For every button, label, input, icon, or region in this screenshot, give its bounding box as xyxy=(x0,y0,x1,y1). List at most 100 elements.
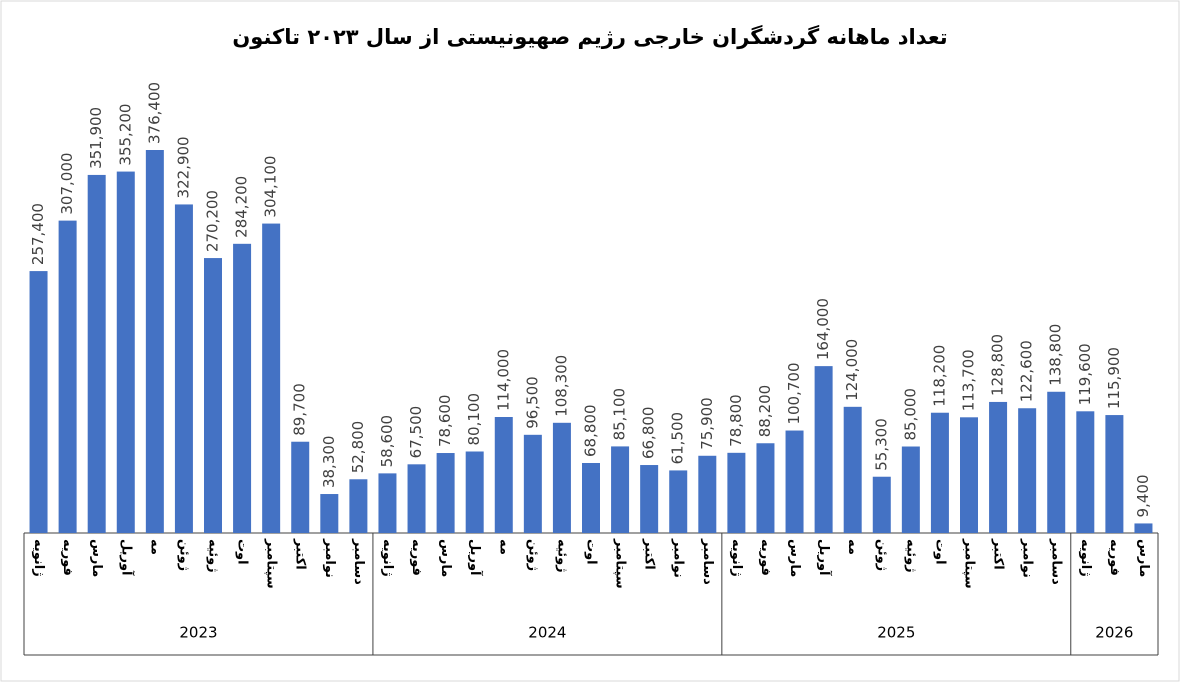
value-label: 322,900 xyxy=(174,136,192,198)
value-label: 100,700 xyxy=(785,363,803,425)
value-label: 115,900 xyxy=(1105,347,1123,409)
value-label: 78,800 xyxy=(727,394,745,447)
bar xyxy=(582,462,600,533)
value-label: 52,800 xyxy=(349,421,367,474)
value-label: 80,100 xyxy=(465,393,483,446)
x-tick-label: مه xyxy=(845,539,860,555)
value-label: 9,400 xyxy=(1134,474,1152,517)
x-tick-label: اوت xyxy=(932,539,947,565)
x-tick-label: فوریه xyxy=(758,539,773,576)
group-label: 2023 xyxy=(179,624,217,642)
bar xyxy=(669,470,688,533)
value-label: 124,000 xyxy=(843,339,861,401)
group-label: 2026 xyxy=(1095,624,1133,642)
value-label: 78,600 xyxy=(436,395,454,448)
value-label: 138,800 xyxy=(1047,324,1065,386)
value-label: 61,500 xyxy=(669,412,687,465)
x-tick-label: نوامبر xyxy=(322,538,337,578)
bar xyxy=(1047,391,1066,533)
x-tick-label: دسامبر xyxy=(351,538,366,585)
bar xyxy=(204,258,222,533)
x-tick-label: ژوئیه xyxy=(903,539,918,573)
x-tick-label: آوریل xyxy=(816,539,833,576)
x-tick-label: دسامبر xyxy=(1049,538,1064,585)
x-tick-label: ژوئن xyxy=(176,539,191,571)
bar xyxy=(785,430,804,533)
value-label: 355,200 xyxy=(116,104,134,166)
x-tick-label: ژانویه xyxy=(31,539,46,577)
bar xyxy=(145,150,164,533)
bar xyxy=(843,406,862,533)
bar xyxy=(291,441,310,533)
value-label: 122,600 xyxy=(1018,340,1036,402)
bar xyxy=(640,465,659,533)
x-tick-label: مارس xyxy=(89,539,104,577)
bar xyxy=(756,443,775,533)
value-label: 66,800 xyxy=(640,407,658,460)
x-tick-label: مارس xyxy=(1136,539,1151,577)
bar xyxy=(407,464,426,533)
value-label: 58,600 xyxy=(378,415,396,468)
value-label: 351,900 xyxy=(87,107,105,169)
x-tick-label: ژوئیه xyxy=(554,539,569,573)
bar xyxy=(465,451,484,533)
x-tick-label: اکتبر xyxy=(293,538,308,570)
group-label: 2024 xyxy=(528,624,566,642)
bar xyxy=(436,453,455,533)
bar xyxy=(1018,408,1037,533)
x-tick-label: ژانویه xyxy=(380,539,395,577)
bar xyxy=(989,401,1008,533)
x-tick-label: آوریل xyxy=(118,539,135,576)
bar xyxy=(814,366,833,533)
x-tick-label: اکتبر xyxy=(991,538,1006,570)
bar xyxy=(1134,523,1153,533)
x-tick-label: ژانویه xyxy=(729,539,744,577)
value-label: 257,400 xyxy=(29,203,47,265)
value-label: 96,500 xyxy=(523,376,541,429)
bar xyxy=(349,479,368,533)
x-tick-label: ژوئیه xyxy=(206,539,221,573)
bar xyxy=(320,494,339,533)
x-tick-label: نوامبر xyxy=(671,538,686,578)
x-tick-label: نوامبر xyxy=(1020,538,1035,578)
value-label: 89,700 xyxy=(291,383,309,436)
x-tick-label: مارس xyxy=(787,539,802,577)
bar xyxy=(901,446,920,533)
x-tick-label: سپتامبر xyxy=(962,538,977,589)
value-label: 38,300 xyxy=(320,436,338,489)
bar xyxy=(930,412,949,533)
bar xyxy=(552,422,571,533)
value-label: 270,200 xyxy=(204,190,222,252)
x-tick-label: اوت xyxy=(584,539,599,565)
x-tick-label: فوریه xyxy=(409,539,424,576)
value-label: 88,200 xyxy=(756,385,774,438)
x-tick-label: سپتامبر xyxy=(264,538,279,589)
chart-title: تعداد ماهانه گردشگران خارجی رژیم صهیونیس… xyxy=(232,24,947,49)
value-label: 304,100 xyxy=(262,156,280,218)
x-tick-label: دسامبر xyxy=(700,538,715,585)
group-label: 2025 xyxy=(877,624,915,642)
bar xyxy=(233,243,252,533)
x-tick-label: ژانویه xyxy=(1078,539,1093,577)
value-label: 113,700 xyxy=(960,349,978,411)
x-tick-label: مه xyxy=(496,539,511,555)
value-label: 85,000 xyxy=(901,388,919,441)
value-label: 128,800 xyxy=(989,334,1007,396)
value-label: 85,100 xyxy=(611,388,629,441)
value-label: 75,900 xyxy=(698,397,716,450)
x-tick-label: سپتامبر xyxy=(613,538,628,589)
x-tick-label: اکتبر xyxy=(642,538,657,570)
x-tick-label: فوریه xyxy=(60,539,75,576)
bar xyxy=(174,204,193,533)
bar xyxy=(872,476,891,533)
bar xyxy=(262,223,281,533)
bar xyxy=(523,434,542,533)
bar xyxy=(1076,411,1095,533)
x-tick-label: ژوئن xyxy=(525,539,540,571)
value-label: 114,000 xyxy=(494,349,512,411)
value-label: 307,000 xyxy=(58,153,76,215)
value-label: 164,000 xyxy=(814,298,832,360)
x-tick-label: اوت xyxy=(235,539,250,565)
value-label: 55,300 xyxy=(872,418,890,471)
